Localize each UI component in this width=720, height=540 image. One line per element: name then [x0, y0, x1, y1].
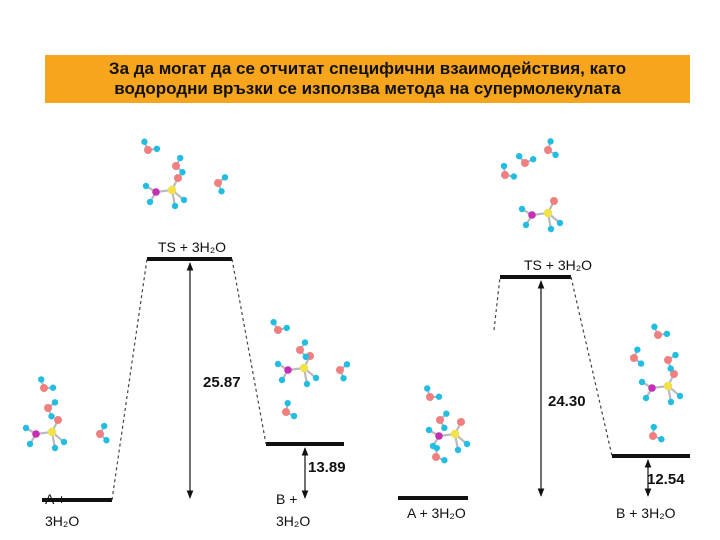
water-molecule: [436, 410, 450, 432]
water-molecule: [649, 423, 665, 443]
water-molecule: [515, 152, 537, 167]
banner-line-1: За да могат да се отчитат специфични вза…: [108, 59, 627, 78]
banner-line-2: водородни връзки се използва метода на с…: [114, 79, 621, 98]
left-ts-label: TS + 3H₂O: [158, 239, 226, 255]
right-ts-label: TS + 3H₂O: [524, 257, 592, 273]
water-molecule: [500, 162, 518, 180]
molecule-illustrations: [22, 138, 684, 464]
water-molecule: [172, 154, 186, 176]
water-molecule: [432, 444, 448, 464]
left-reactant-label-2: 3H₂O: [45, 513, 79, 529]
right-connector-1: [493, 276, 501, 331]
left-product-value: 13.89: [308, 459, 346, 476]
right-product-value: 12.54: [647, 471, 685, 488]
left-reactant-label-1: A +: [45, 491, 66, 507]
left-barrier-value: 25.87: [203, 374, 241, 391]
water-molecule: [282, 399, 298, 420]
water-molecule: [214, 174, 229, 195]
left-connector-2: [231, 258, 267, 445]
water-molecule: [44, 399, 59, 420]
title-banner: За да могат да се отчитат специфични вза…: [45, 55, 690, 103]
right-energy-diagram: TS + 3H₂O 24.30 12.54 A + 3H₂O B + 3H₂O: [398, 257, 690, 521]
left-energy-diagram: TS + 3H₂O 25.87 13.89 A + 3H₂O B + 3H₂O: [42, 239, 346, 529]
molecule-core: [142, 174, 188, 210]
left-product-label-2: 3H₂O: [276, 513, 310, 529]
water-molecule: [630, 346, 645, 367]
water-molecule: [270, 318, 290, 334]
water-molecule: [141, 138, 161, 154]
water-molecule: [38, 376, 57, 392]
right-connector-2: [570, 276, 613, 457]
right-barrier-value: 24.30: [548, 393, 586, 410]
right-product-label: B + 3H₂O: [616, 505, 676, 521]
molecule-core: [22, 416, 68, 452]
molecule-core: [274, 352, 320, 388]
right-reactant-label: A + 3H₂O: [407, 505, 466, 521]
water-molecule: [96, 422, 110, 444]
water-molecule: [296, 339, 310, 361]
molecule-core: [638, 370, 684, 406]
water-molecule: [651, 323, 671, 339]
water-molecule: [544, 138, 559, 159]
molecule-core: [425, 418, 471, 454]
water-molecule: [664, 351, 679, 372]
left-connector-1: [111, 258, 148, 501]
water-molecule: [424, 385, 443, 401]
water-molecule: [336, 361, 351, 382]
molecule-core: [518, 197, 564, 233]
left-product-label-1: B +: [276, 491, 297, 507]
